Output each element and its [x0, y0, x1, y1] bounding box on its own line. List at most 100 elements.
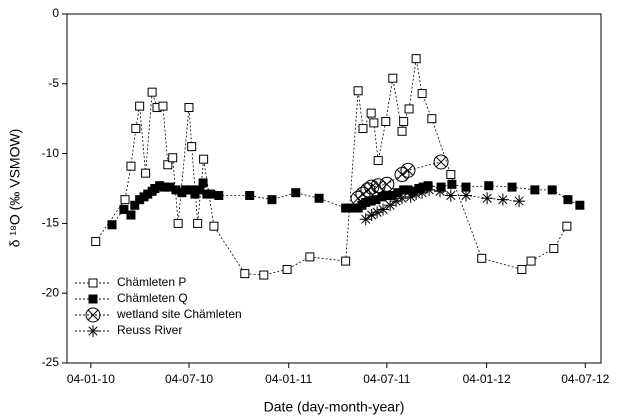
- marker-shape: [377, 203, 390, 216]
- marker: [245, 190, 255, 200]
- marker-shape: [447, 179, 457, 189]
- marker-shape: [141, 168, 151, 178]
- marker: [173, 218, 183, 228]
- legend-item: wetland site Chämleten: [75, 307, 242, 323]
- marker-shape: [427, 114, 437, 124]
- marker-shape: [513, 195, 526, 208]
- marker: [433, 154, 449, 170]
- marker: [209, 221, 219, 231]
- x-axis-title: Date (day-month-year): [264, 399, 405, 415]
- marker: [126, 161, 136, 171]
- x-tick-label: 04-07-10: [165, 372, 213, 386]
- marker-shape: [417, 89, 427, 99]
- marker-shape: [359, 213, 372, 226]
- marker-shape: [575, 200, 585, 210]
- marker-shape: [198, 178, 208, 188]
- marker-shape: [435, 156, 447, 168]
- marker-shape: [517, 264, 527, 274]
- marker: [206, 189, 216, 199]
- marker: [404, 104, 414, 114]
- legend-marker: [88, 294, 98, 304]
- marker-shape: [158, 101, 168, 111]
- marker-shape: [341, 256, 351, 266]
- marker-shape: [282, 264, 292, 274]
- marker: [547, 185, 557, 195]
- marker-shape: [547, 185, 557, 195]
- marker: [130, 200, 140, 210]
- marker: [291, 188, 301, 198]
- marker: [141, 168, 151, 178]
- marker-shape: [173, 218, 183, 228]
- marker-shape: [245, 190, 255, 200]
- marker: [388, 73, 398, 83]
- marker-shape: [562, 221, 572, 231]
- marker: [267, 195, 277, 205]
- marker-shape: [291, 188, 301, 198]
- marker: [193, 218, 203, 228]
- marker: [417, 89, 427, 99]
- marker: [158, 101, 168, 111]
- marker: [410, 188, 423, 201]
- marker-shape: [91, 237, 101, 247]
- marker-shape: [416, 186, 429, 199]
- marker-shape: [477, 253, 487, 263]
- marker: [373, 156, 383, 166]
- marker-shape: [460, 189, 473, 202]
- marker: [282, 264, 292, 274]
- legend-marker: [85, 307, 101, 323]
- y-tick-label: -15: [42, 216, 60, 230]
- marker: [399, 116, 409, 126]
- legend-item: Reuss River: [75, 323, 182, 337]
- marker: [427, 114, 437, 124]
- marker: [381, 116, 391, 126]
- marker: [530, 185, 540, 195]
- legend-item: Chämleten Q: [75, 291, 188, 305]
- marker-shape: [305, 252, 315, 262]
- marker: [507, 182, 517, 192]
- y-tick-label: -5: [48, 76, 59, 90]
- marker: [379, 176, 395, 192]
- marker-shape: [135, 101, 145, 111]
- marker-shape: [259, 270, 269, 280]
- marker: [460, 189, 473, 202]
- marker-shape: [433, 154, 449, 170]
- marker: [549, 244, 559, 254]
- marker: [168, 153, 178, 163]
- y-tick-label: -20: [42, 285, 60, 299]
- marker-shape: [388, 73, 398, 83]
- marker: [477, 253, 487, 263]
- marker-shape: [126, 210, 136, 220]
- marker: [513, 195, 526, 208]
- y-tick-label: 0: [52, 6, 59, 20]
- marker: [396, 192, 409, 205]
- marker: [366, 108, 376, 118]
- marker: [562, 221, 572, 231]
- marker: [147, 87, 157, 97]
- marker: [91, 237, 101, 247]
- marker-shape: [446, 170, 456, 180]
- marker: [526, 256, 536, 266]
- marker-shape: [131, 123, 141, 133]
- marker: [369, 118, 379, 128]
- marker: [199, 154, 209, 164]
- marker: [198, 178, 208, 188]
- marker-shape: [381, 179, 393, 190]
- marker: [575, 200, 585, 210]
- legend-item: Chämleten P: [75, 275, 186, 289]
- marker-shape: [444, 189, 457, 202]
- marker-shape: [379, 176, 395, 192]
- marker-shape: [396, 192, 409, 205]
- marker-shape: [496, 193, 509, 206]
- marker: [444, 189, 457, 202]
- marker: [384, 199, 397, 212]
- x-tick-label: 04-01-10: [67, 372, 115, 386]
- marker-shape: [371, 206, 384, 219]
- marker-shape: [314, 193, 324, 203]
- marker-shape: [549, 244, 559, 254]
- marker: [305, 252, 315, 262]
- marker: [400, 162, 416, 178]
- marker: [377, 203, 390, 216]
- marker-shape: [87, 325, 99, 337]
- marker: [107, 220, 117, 230]
- marker-shape: [119, 204, 129, 214]
